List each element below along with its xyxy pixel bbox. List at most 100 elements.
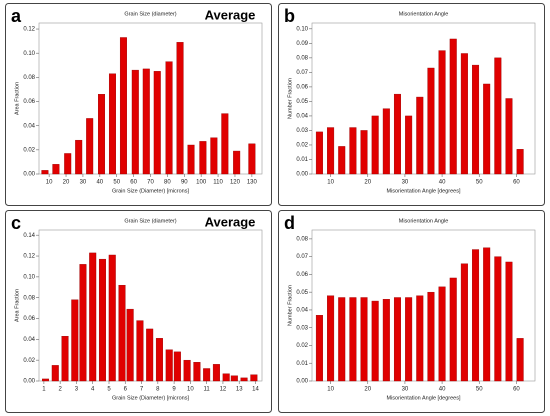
bar xyxy=(173,351,181,382)
y-tick-label: 0.04 xyxy=(23,123,35,129)
bar xyxy=(460,263,468,382)
x-tick-label: 9 xyxy=(172,387,176,393)
bar xyxy=(483,247,491,382)
bar xyxy=(41,170,49,175)
y-tick-label: 0.08 xyxy=(23,295,35,301)
chart-title: Misorientation Angle xyxy=(399,11,449,17)
bar xyxy=(79,264,87,382)
bar xyxy=(212,364,220,382)
x-tick-label: 4 xyxy=(91,387,95,393)
panel: d Misorientation Angle 0.00 0.01 0.02 0.03 0.0… xyxy=(278,210,545,413)
bar xyxy=(393,93,401,175)
bar xyxy=(460,53,468,175)
panel-frame xyxy=(5,210,272,413)
x-tick-label: 7 xyxy=(140,387,144,393)
bar xyxy=(240,377,248,382)
panel-frame xyxy=(5,3,272,206)
panel-label: a xyxy=(11,6,22,26)
x-tick-label: 50 xyxy=(113,180,120,186)
bar xyxy=(327,295,335,382)
x-tick-label: 60 xyxy=(513,180,520,186)
y-tick-label: 0.05 xyxy=(296,290,308,296)
bar xyxy=(155,338,163,382)
bar xyxy=(183,359,191,382)
bar xyxy=(89,252,97,382)
bar xyxy=(52,164,60,175)
bar xyxy=(203,368,211,382)
bar xyxy=(64,153,72,175)
x-tick-label: 110 xyxy=(213,180,223,186)
y-tick-label: 0.08 xyxy=(296,55,308,61)
bar xyxy=(338,146,346,175)
bar xyxy=(315,315,323,382)
y-axis-label: Area Fraction xyxy=(14,289,20,322)
bar xyxy=(427,67,435,175)
y-tick-label: 0.04 xyxy=(296,114,308,120)
bar xyxy=(230,375,238,382)
bar xyxy=(505,261,513,382)
bar xyxy=(136,320,144,382)
y-axis-label: Number Fraction xyxy=(287,78,293,119)
bar xyxy=(61,336,69,382)
y-tick-label: 0.01 xyxy=(296,157,308,163)
bar xyxy=(416,96,424,175)
bar xyxy=(349,297,357,382)
chart-title: Grain Size (diameter) xyxy=(124,218,176,224)
bar xyxy=(108,73,116,175)
bar xyxy=(118,284,126,382)
x-tick-label: 130 xyxy=(247,180,258,186)
y-tick-label: 0.07 xyxy=(296,254,308,260)
y-tick-label: 0.05 xyxy=(296,99,308,105)
bar xyxy=(222,373,230,382)
bar xyxy=(382,299,390,382)
x-tick-label: 30 xyxy=(402,387,409,393)
bar xyxy=(176,42,184,175)
bar xyxy=(165,61,173,175)
y-tick-label: 0.04 xyxy=(23,337,35,343)
bar xyxy=(142,68,150,175)
bar xyxy=(472,64,480,175)
y-tick-label: 0.00 xyxy=(296,379,308,385)
bar xyxy=(338,297,346,382)
bar xyxy=(438,286,446,382)
bar xyxy=(165,349,173,382)
bar xyxy=(71,299,79,382)
y-tick-label: 0.10 xyxy=(296,26,308,32)
x-tick-label: 20 xyxy=(63,180,70,186)
bar xyxy=(86,118,94,175)
bar xyxy=(146,328,154,382)
y-tick-label: 0.12 xyxy=(23,27,35,33)
x-tick-label: 12 xyxy=(220,387,227,393)
x-tick-label: 60 xyxy=(130,180,137,186)
bar xyxy=(119,37,127,175)
y-tick-label: 0.09 xyxy=(296,41,308,47)
chart-title: Grain Size (diameter) xyxy=(124,11,176,17)
bar xyxy=(199,141,207,175)
panel-label: d xyxy=(284,213,295,233)
x-tick-label: 1 xyxy=(42,387,46,393)
plot-area xyxy=(38,22,263,175)
x-tick-label: 90 xyxy=(181,180,188,186)
y-tick-label: 0.08 xyxy=(23,75,35,81)
bar xyxy=(126,308,134,382)
y-tick-label: 0.07 xyxy=(296,70,308,76)
x-tick-label: 40 xyxy=(439,180,446,186)
x-tick-label: 30 xyxy=(402,180,409,186)
x-tick-label: 8 xyxy=(156,387,160,393)
y-tick-label: 0.06 xyxy=(296,272,308,278)
y-tick-label: 0.02 xyxy=(23,147,35,153)
y-tick-label: 0.06 xyxy=(23,316,35,322)
bar xyxy=(382,108,390,175)
bar xyxy=(349,127,357,175)
y-tick-label: 0.00 xyxy=(23,379,35,385)
y-tick-label: 0.03 xyxy=(296,325,308,331)
x-tick-label: 13 xyxy=(236,387,243,393)
panel-frame xyxy=(278,210,545,413)
bar xyxy=(51,365,59,382)
x-tick-label: 11 xyxy=(204,387,211,393)
bar xyxy=(371,115,379,175)
x-tick-label: 30 xyxy=(80,180,87,186)
